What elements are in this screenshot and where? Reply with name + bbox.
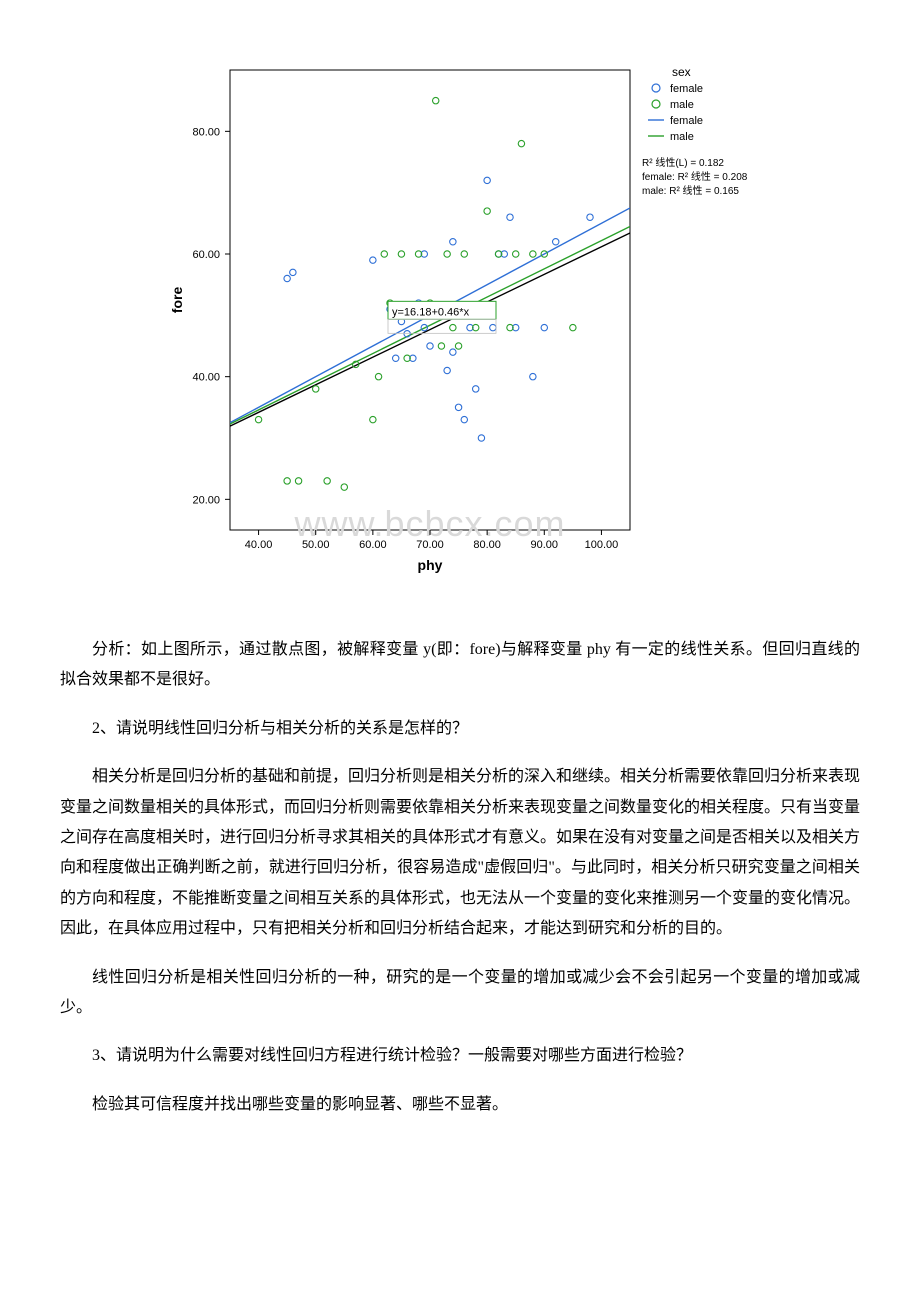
svg-text:40.00: 40.00 [245, 539, 273, 551]
answer-2b: 线性回归分析是相关性回归分析的一种，研究的是一个变量的增加或减少会不会引起另一个… [60, 963, 860, 1024]
svg-text:female: female [670, 83, 703, 95]
analysis-paragraph: 分析：如上图所示，通过散点图，被解释变量 y(即：fore)与解释变量 phy … [60, 635, 860, 696]
svg-text:60.00: 60.00 [192, 249, 220, 261]
svg-text:male: male [670, 131, 694, 143]
svg-text:20.00: 20.00 [192, 494, 220, 506]
svg-text:60.00: 60.00 [359, 539, 387, 551]
svg-text:80.00: 80.00 [473, 539, 501, 551]
svg-text:50.00: 50.00 [302, 539, 330, 551]
svg-text:female: R² 线性 = 0.208: female: R² 线性 = 0.208 [642, 170, 748, 183]
svg-text:y=16.18+0.46*x: y=16.18+0.46*x [392, 306, 470, 318]
answer-2: 相关分析是回归分析的基础和前提，回归分析则是相关分析的深入和继续。相关分析需要依… [60, 762, 860, 944]
svg-text:male: R² 线性 = 0.165: male: R² 线性 = 0.165 [642, 184, 739, 197]
svg-text:90.00: 90.00 [531, 539, 559, 551]
svg-text:40.00: 40.00 [192, 372, 220, 384]
svg-text:male: male [670, 99, 694, 111]
svg-text:fore: fore [169, 287, 185, 314]
svg-text:70.00: 70.00 [416, 539, 444, 551]
svg-text:80.00: 80.00 [192, 126, 220, 138]
svg-text:100.00: 100.00 [585, 539, 619, 551]
svg-text:phy: phy [418, 557, 443, 573]
svg-text:female: female [670, 115, 703, 127]
svg-text:sex: sex [672, 65, 691, 79]
chart-svg: www.bcbcx.com 40.00 50.00 60.00 70.00 80.00 90… [150, 40, 770, 600]
svg-text:www.bcbcx.com: www.bcbcx.com [293, 503, 565, 544]
svg-text:R² 线性(L) = 0.182: R² 线性(L) = 0.182 [642, 156, 724, 169]
answer-3: 检验其可信程度并找出哪些变量的影响显著、哪些不显著。 [60, 1090, 860, 1120]
question-3: 3、请说明为什么需要对线性回归方程进行统计检验？一般需要对哪些方面进行检验？ [60, 1041, 860, 1071]
chart-container: www.bcbcx.com 40.00 50.00 60.00 70.00 80.00 90… [60, 40, 860, 605]
scatter-chart: www.bcbcx.com 40.00 50.00 60.00 70.00 80.00 90… [150, 40, 770, 605]
question-2: 2、请说明线性回归分析与相关分析的关系是怎样的？ [60, 714, 860, 744]
